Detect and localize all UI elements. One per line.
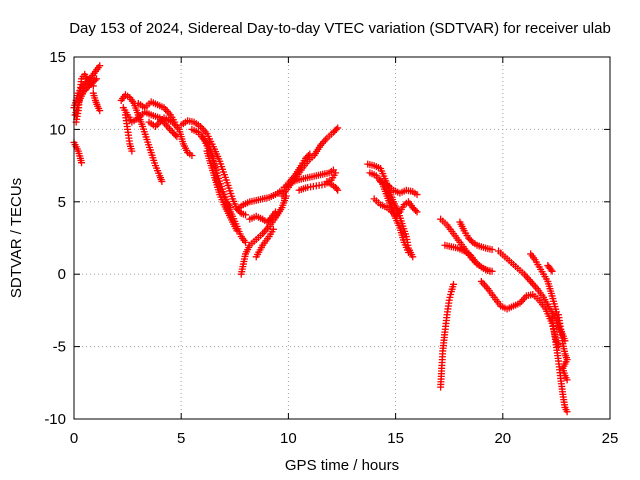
data-point xyxy=(332,125,340,133)
grid xyxy=(74,57,610,419)
data-point xyxy=(233,227,241,235)
x-tick-labels: 0 5 10 15 20 25 xyxy=(70,430,619,447)
data-point xyxy=(128,147,136,155)
data-point xyxy=(91,76,99,84)
series-arc-16 xyxy=(237,192,290,278)
data-point xyxy=(548,267,556,275)
data-point xyxy=(413,208,421,216)
series-arc-23 xyxy=(323,178,342,194)
x-tick-label: 5 xyxy=(177,430,185,447)
data-point xyxy=(333,185,341,193)
data-point xyxy=(332,169,340,177)
data-point xyxy=(89,82,97,90)
data-point xyxy=(272,208,280,216)
y-tick-label: 10 xyxy=(49,121,66,138)
data-point xyxy=(242,211,250,219)
data-point xyxy=(486,267,494,275)
y-tick-label: 0 xyxy=(58,266,66,283)
data-point xyxy=(547,266,555,274)
chart-title: Day 153 of 2024, Sidereal Day-to-day VTE… xyxy=(69,20,611,37)
data-point xyxy=(306,150,314,158)
series-arc-14 xyxy=(203,147,241,235)
series-arc-04 xyxy=(89,89,104,115)
data-point xyxy=(488,246,496,254)
y-tick-label: 15 xyxy=(49,49,66,66)
series-arc-35 xyxy=(548,314,571,416)
series-arc-30 xyxy=(456,218,496,254)
data-point xyxy=(334,186,342,194)
series-arc-22 xyxy=(295,169,340,194)
data-point xyxy=(153,121,161,129)
series-arc-10 xyxy=(145,114,196,159)
y-tick-label: 5 xyxy=(58,194,66,211)
data-point xyxy=(269,225,277,233)
data-point xyxy=(404,248,412,256)
series-arc-27 xyxy=(377,178,421,199)
series-arc-29 xyxy=(441,241,494,275)
data-point xyxy=(158,178,166,186)
data-point xyxy=(409,253,417,261)
series-arc-18 xyxy=(252,225,277,261)
data-point xyxy=(227,204,235,212)
x-axis-label: GPS time / hours xyxy=(285,457,399,474)
series-arc-06 xyxy=(117,91,166,186)
series-arc-15 xyxy=(233,186,286,213)
data-point xyxy=(188,151,196,159)
x-tick-label: 10 xyxy=(280,430,297,447)
data-point xyxy=(304,151,312,159)
data-point xyxy=(334,124,342,132)
x-tick-label: 20 xyxy=(494,430,511,447)
y-axis-label: SDTVAR / TECUs xyxy=(8,178,25,298)
data-series xyxy=(70,62,571,416)
series-arc-17 xyxy=(246,208,280,226)
data-point xyxy=(412,206,420,214)
axis-ticks xyxy=(73,56,611,420)
data-point xyxy=(563,376,571,384)
data-point xyxy=(78,159,86,167)
data-point xyxy=(467,237,475,245)
y-tick-labels: -10 -5 0 5 10 15 xyxy=(44,49,66,428)
y-tick-label: -10 xyxy=(44,411,66,428)
y-tick-label: -5 xyxy=(53,339,66,356)
data-point xyxy=(96,62,104,70)
data-point xyxy=(449,280,457,288)
data-point xyxy=(563,408,571,416)
series-arc-05 xyxy=(70,138,86,167)
data-point xyxy=(96,107,104,115)
x-tick-label: 25 xyxy=(602,430,619,447)
x-tick-label: 15 xyxy=(387,430,404,447)
data-point xyxy=(413,191,421,199)
data-point xyxy=(93,75,101,83)
plot-frame xyxy=(73,56,611,420)
series-arc-08 xyxy=(121,111,136,155)
series-arc-34 xyxy=(527,250,569,345)
series-arc-36 xyxy=(555,311,571,384)
series-arc-26 xyxy=(370,195,412,256)
series-arc-21 xyxy=(284,150,314,187)
data-point xyxy=(171,131,179,139)
series-arc-37 xyxy=(544,262,556,275)
x-tick-label: 0 xyxy=(70,430,78,447)
series-arc-31 xyxy=(437,280,457,391)
data-point xyxy=(242,238,250,246)
series-arc-03 xyxy=(72,70,97,126)
series-arc-19 xyxy=(278,124,342,200)
